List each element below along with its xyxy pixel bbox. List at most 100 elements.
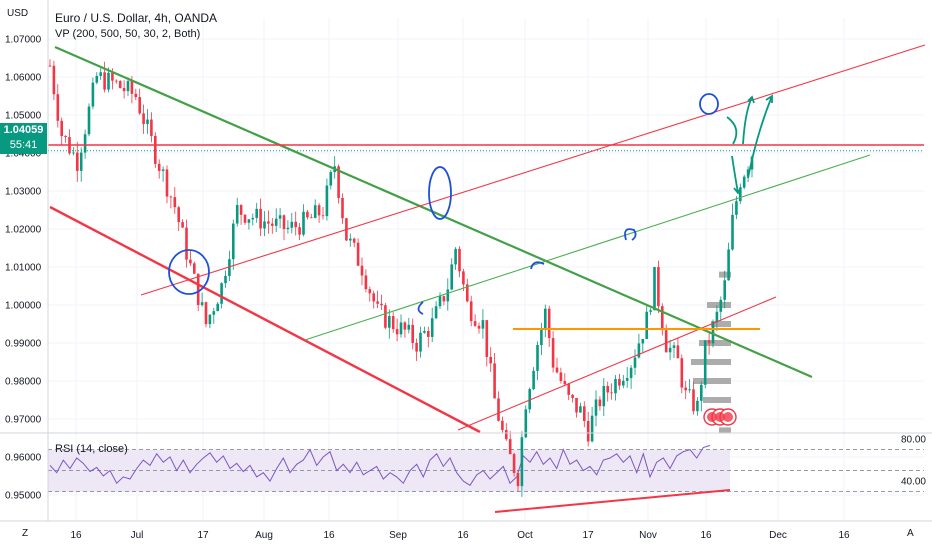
candle-body [676,345,680,359]
candle-body [579,406,582,413]
candle-body [466,284,469,302]
volume-profile-legend[interactable]: VP (200, 500, 50, 30, 2, Both) [55,28,201,40]
y-tick-label: 1.02000 [5,225,42,236]
candle-body [614,378,617,394]
candle-body [731,214,734,250]
candle-body [680,358,684,388]
economic-event-flags[interactable] [703,408,737,426]
rising-red-channel-upper[interactable] [140,44,926,296]
candle-body [696,400,699,412]
projection-arrow-1[interactable] [726,116,738,145]
projection-arrow-3[interactable] [731,155,742,195]
volume-profile-bar [703,397,731,403]
candle-body [703,340,707,385]
rsi-band [48,449,730,492]
candle-body [672,345,676,348]
candle-body [251,217,255,220]
rising-green-channel[interactable] [304,154,871,341]
volume-profile-bar [711,321,731,327]
candle-body [208,314,212,325]
candle-body [341,197,344,219]
drawings-layer[interactable] [48,44,926,513]
candle-body [567,384,570,395]
candle-body [56,94,60,121]
circle-marker-top[interactable] [699,93,719,115]
candle-body [622,380,625,386]
candle-body [173,197,177,208]
candle-body [321,215,325,217]
y-tick-label: 1.07000 [5,35,42,46]
candle-body [87,106,91,135]
candle-body [337,166,340,198]
candle-body [294,221,297,228]
candle-body [742,176,746,188]
x-tick-label: Dec [769,530,787,541]
candle-body [462,271,465,285]
candle-body [438,296,442,307]
bottom-left-z-icon[interactable]: Z [22,528,29,539]
x-tick-label: Jul [131,530,144,541]
candle-body [352,238,356,243]
candle-body [317,205,321,216]
candle-body [594,399,598,416]
symbol-title[interactable]: Euro / U.S. Dollar, 4h, OANDA [55,11,218,25]
candle-body [505,429,508,440]
candle-body [313,205,317,218]
candle-body [629,367,633,379]
candle-body [645,311,648,340]
candle-body [216,303,219,312]
bar-countdown: 55:41 [9,139,38,151]
y-tick-label: 0.95000 [5,491,42,502]
candle-body [719,299,723,312]
projection-arrow-4[interactable] [747,94,773,179]
candle-body [111,72,114,81]
arc-marker-nov[interactable] [624,228,637,241]
candle-body [610,392,613,394]
x-tick-label: 16 [700,530,712,541]
rising-red-channel-lower[interactable] [457,296,777,431]
rsi-legend[interactable]: RSI (14, close) [55,443,128,455]
candle-body [508,439,512,455]
y-tick-label: 1.05000 [5,111,42,122]
candle-body [185,227,188,260]
arc-marker-sep-low[interactable] [417,301,424,315]
candle-body [637,343,641,358]
candle-body [278,215,282,219]
candle-body [384,305,387,328]
candle-body [641,339,645,344]
candle-body [520,437,524,487]
candle-body [590,415,594,442]
candle-body [423,330,426,333]
candle-body [715,311,719,322]
candle-body [598,399,602,407]
auto-scale-icon[interactable]: A [907,528,914,539]
circle-marker-july[interactable] [168,249,210,295]
candle-body [430,318,434,337]
projection-arrow-2[interactable] [742,95,755,145]
candle-body [224,275,227,284]
candle-body [434,306,438,319]
arc-marker-oct[interactable] [530,261,545,270]
volume-profile-bar [707,302,731,308]
candle-body [228,259,231,276]
descending-red-trendline[interactable] [49,205,481,434]
y-tick-label: 1.04000 [5,149,42,160]
candle-body [204,302,208,325]
candle-body [302,211,305,235]
candle-body [157,163,161,171]
candle-body [212,311,216,315]
descending-green-trendline[interactable] [54,45,813,379]
candle-body [516,472,520,487]
candle-body [169,196,173,198]
rsi-divergence-line[interactable] [494,489,731,513]
candle-body [473,321,477,326]
candle-body [727,249,730,281]
circle-marker-sep[interactable] [428,166,452,220]
candle-body [138,97,141,114]
candle-body [391,316,395,330]
candle-body [48,65,52,67]
currency-label: USD [7,8,29,19]
candle-body [325,185,329,217]
